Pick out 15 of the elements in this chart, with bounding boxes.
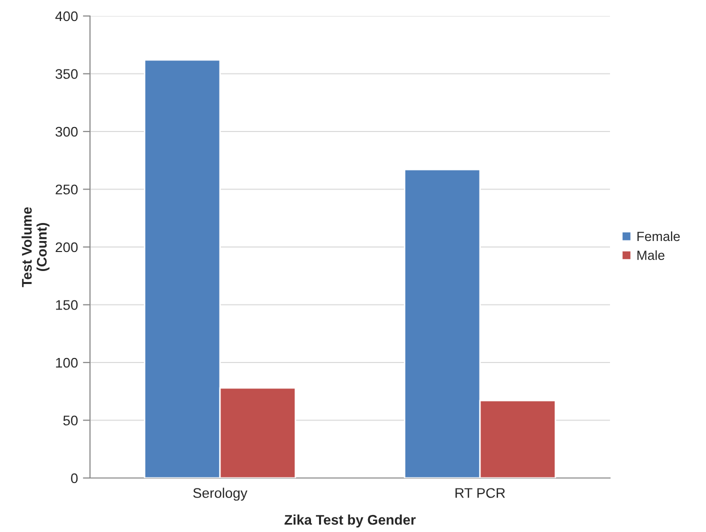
x-tick-label: RT PCR bbox=[456, 488, 505, 498]
y-tick-label: 300 bbox=[56, 126, 78, 137]
x-tick-label: Serology bbox=[193, 488, 248, 501]
y-tick-label: 0 bbox=[71, 473, 78, 484]
legend-label: Female bbox=[637, 231, 680, 242]
y-axis-title: Test Volume (Count) bbox=[22, 207, 50, 288]
y-tick-label: 400 bbox=[55, 11, 78, 22]
y-tick-label: 50 bbox=[63, 416, 78, 426]
y-tick-label: 250 bbox=[56, 184, 78, 194]
legend-label: Male bbox=[637, 250, 664, 260]
x-axis-title: Zika Test by Gender bbox=[284, 514, 416, 528]
y-tick-label: 100 bbox=[56, 358, 78, 368]
y-tick-label: 350 bbox=[56, 69, 78, 79]
y-tick-label: 200 bbox=[56, 242, 78, 252]
y-tick-label: 150 bbox=[56, 300, 78, 310]
